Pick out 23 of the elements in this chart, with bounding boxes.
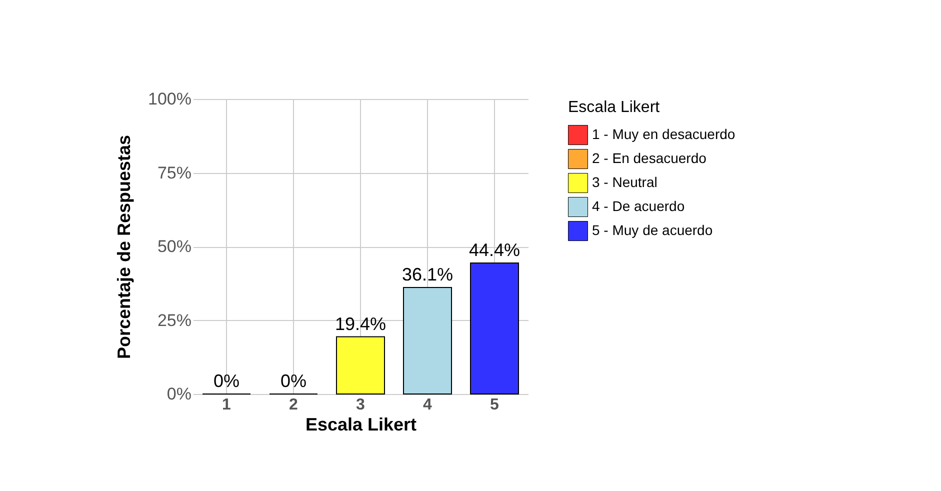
- y-tick-label: 50%: [157, 237, 192, 256]
- legend-label: 1 - Muy en desacuerdo: [592, 126, 736, 142]
- legend-label: 2 - En desacuerdo: [592, 150, 707, 166]
- y-tick-label: 25%: [157, 310, 192, 330]
- y-tick-label: 75%: [157, 163, 192, 182]
- legend-label: 4 - De acuerdo: [592, 198, 685, 214]
- x-tick-label: 3: [356, 396, 366, 414]
- y-tick-label: 0%: [166, 384, 192, 404]
- y-tick-label: 100%: [148, 90, 192, 108]
- data-label: 36.1%: [402, 264, 454, 285]
- legend-title: Escala Likert: [568, 99, 660, 116]
- x-tick-label: 4: [423, 396, 432, 414]
- data-label: 0%: [213, 371, 240, 391]
- y-axis-title: Porcentaje de Respuestas: [114, 134, 134, 360]
- x-tick-label: 5: [490, 396, 500, 414]
- x-tick-label: 1: [222, 396, 232, 414]
- data-label: 44.4%: [468, 240, 520, 260]
- data-label: 19.4%: [334, 314, 386, 334]
- x-axis-title: Escala Likert: [305, 414, 417, 434]
- data-label: 0%: [280, 371, 307, 391]
- legend-label: 5 - Muy de acuerdo: [592, 222, 713, 238]
- legend-label: 3 - Neutral: [592, 174, 658, 190]
- x-tick-label: 2: [289, 396, 298, 414]
